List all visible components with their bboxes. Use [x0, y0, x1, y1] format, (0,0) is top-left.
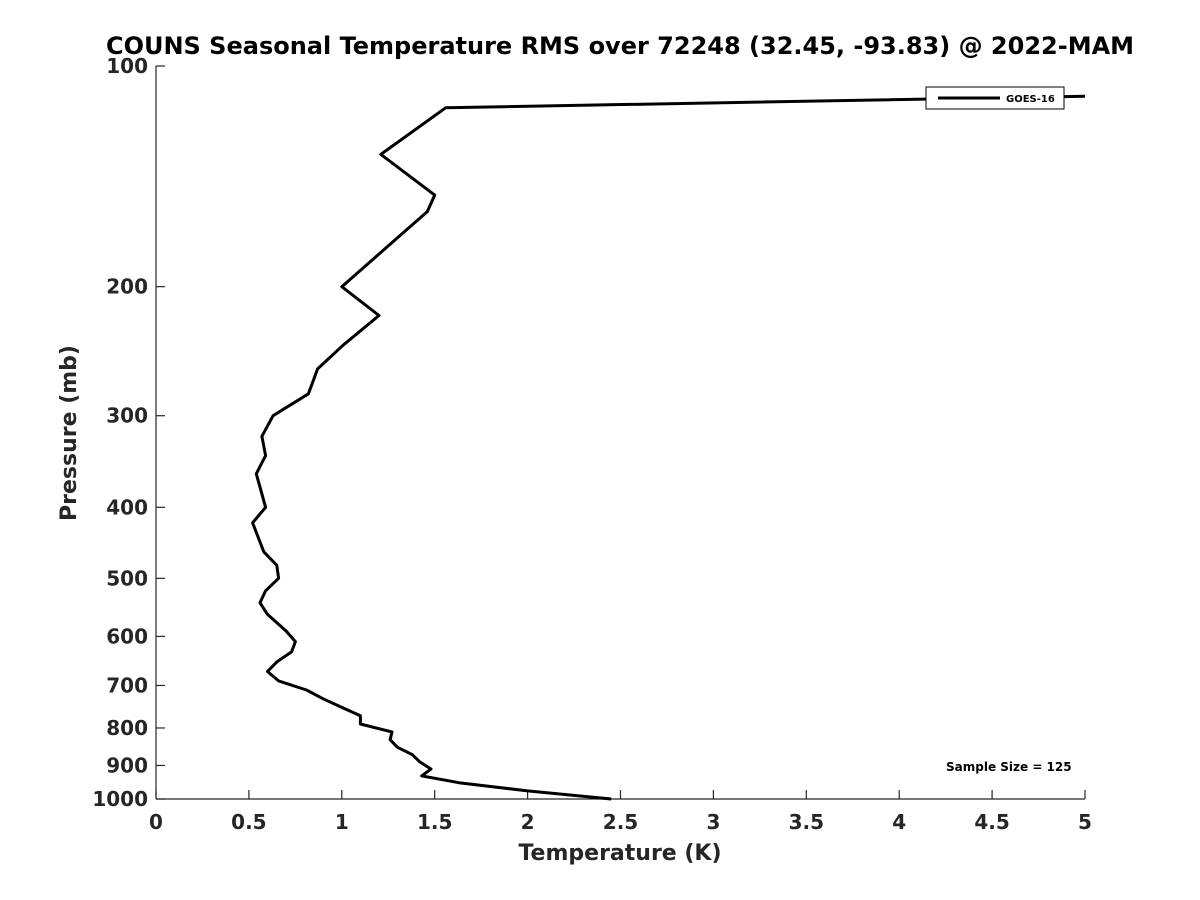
series-layer — [251, 94, 1086, 801]
y-tick-label: 800 — [106, 716, 148, 740]
legend-label-goes-16: GOES-16 — [1006, 94, 1055, 105]
x-axis-label: Temperature (K) — [518, 841, 721, 866]
x-tick-label: 1.5 — [417, 810, 452, 834]
x-tick-label: 4 — [892, 810, 906, 834]
y-tick-label: 1000 — [92, 787, 148, 811]
legend: GOES-16 — [925, 86, 1065, 110]
x-tick-label: 2.5 — [603, 810, 638, 834]
y-tick-label: 100 — [106, 54, 148, 78]
x-tick-label: 5 — [1078, 810, 1092, 834]
y-tick-label: 700 — [106, 673, 148, 697]
y-tick-label: 200 — [106, 275, 148, 299]
y-axis-label: Pressure (mb) — [57, 345, 82, 521]
y-tick-label: 600 — [106, 624, 148, 648]
x-tick-label: 1 — [335, 810, 349, 834]
x-tick-label: 2 — [521, 810, 535, 834]
x-tick-label: 0.5 — [231, 810, 266, 834]
axes — [155, 66, 1085, 800]
y-tick-label: 300 — [106, 404, 148, 428]
series-line-goes-16 — [251, 94, 1086, 801]
x-tick-label: 3 — [706, 810, 720, 834]
x-tick-label: 3.5 — [789, 810, 824, 834]
sample-size-annotation: Sample Size = 125 — [946, 760, 1072, 774]
y-tick-label: 400 — [106, 495, 148, 519]
x-tick-label: 4.5 — [974, 810, 1009, 834]
y-tick-label: 900 — [106, 753, 148, 777]
x-axis-ticks: 0 0.5 1 1.5 2 2.5 3 3.5 4 4.5 5 — [149, 790, 1092, 834]
y-axis-ticks: 100 200 300 400 500 600 700 800 900 1000 — [92, 54, 165, 811]
chart-title: COUNS Seasonal Temperature RMS over 7224… — [106, 32, 1134, 60]
y-tick-label: 500 — [106, 566, 148, 590]
x-tick-label: 0 — [149, 810, 163, 834]
